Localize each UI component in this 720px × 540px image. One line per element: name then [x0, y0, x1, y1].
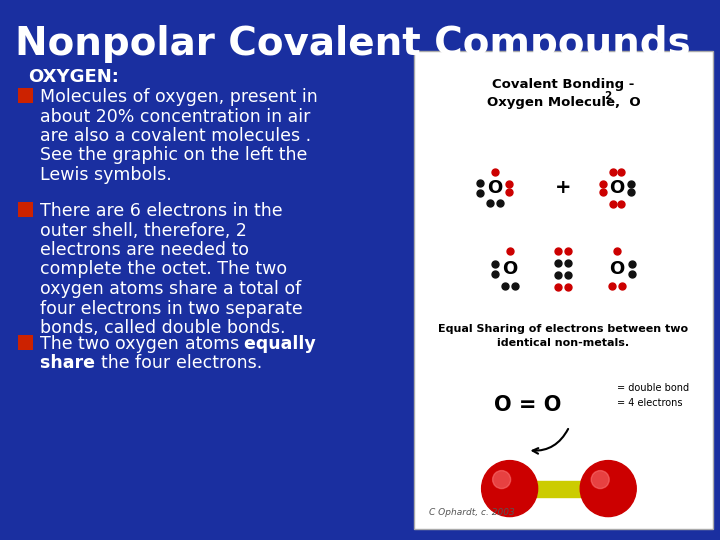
Text: OXYGEN:: OXYGEN: — [28, 68, 119, 86]
Text: O: O — [502, 260, 517, 278]
Circle shape — [580, 461, 636, 517]
Text: oxygen atoms share a total of: oxygen atoms share a total of — [40, 280, 301, 298]
Text: O: O — [610, 179, 625, 197]
Text: See the graphic on the left the: See the graphic on the left the — [40, 146, 307, 165]
Text: O: O — [487, 179, 503, 197]
Text: four: four — [135, 354, 176, 373]
Text: equally: equally — [244, 335, 322, 353]
Text: Nonpolar Covalent Compounds: Nonpolar Covalent Compounds — [15, 25, 690, 63]
Bar — [510, 481, 608, 497]
FancyBboxPatch shape — [17, 334, 32, 349]
Text: O: O — [610, 260, 625, 278]
Text: four electrons in two separate: four electrons in two separate — [40, 300, 302, 318]
Text: are also a covalent molecules .: are also a covalent molecules . — [40, 127, 311, 145]
Text: Covalent Bonding -
Oxygen Molecule,  O: Covalent Bonding - Oxygen Molecule, O — [487, 78, 640, 109]
Text: atoms: atoms — [184, 335, 244, 353]
FancyBboxPatch shape — [17, 201, 32, 217]
Text: complete the octet. The two: complete the octet. The two — [40, 260, 287, 279]
Text: Equal Sharing of electrons between two
identical non-metals.: Equal Sharing of electrons between two i… — [438, 323, 688, 348]
Text: 2: 2 — [604, 91, 612, 100]
Text: There are 6 electrons in the: There are 6 electrons in the — [40, 202, 283, 220]
Circle shape — [482, 461, 538, 517]
Text: outer shell, therefore, 2: outer shell, therefore, 2 — [40, 221, 247, 240]
Text: share: share — [40, 354, 101, 373]
Text: two: two — [78, 335, 115, 353]
Text: electrons are needed to: electrons are needed to — [40, 241, 249, 259]
Text: about 20% concentration in air: about 20% concentration in air — [40, 107, 310, 125]
Circle shape — [492, 470, 510, 489]
Text: The: The — [40, 335, 78, 353]
Text: O = O: O = O — [494, 395, 561, 415]
Text: C Ophardt, c. 2003: C Ophardt, c. 2003 — [429, 508, 515, 517]
Text: the: the — [101, 354, 135, 373]
Text: Lewis symbols.: Lewis symbols. — [40, 166, 172, 184]
FancyBboxPatch shape — [17, 87, 32, 103]
Text: bonds, called double bonds.: bonds, called double bonds. — [40, 319, 286, 337]
FancyBboxPatch shape — [414, 51, 713, 529]
Text: = double bond
= 4 electrons: = double bond = 4 electrons — [617, 383, 689, 408]
Circle shape — [591, 470, 609, 489]
Text: +: + — [555, 178, 572, 197]
Text: oxygen: oxygen — [115, 335, 184, 353]
Text: Molecules of oxygen, present in: Molecules of oxygen, present in — [40, 88, 318, 106]
FancyArrowPatch shape — [533, 429, 568, 454]
Text: electrons.: electrons. — [176, 354, 268, 373]
